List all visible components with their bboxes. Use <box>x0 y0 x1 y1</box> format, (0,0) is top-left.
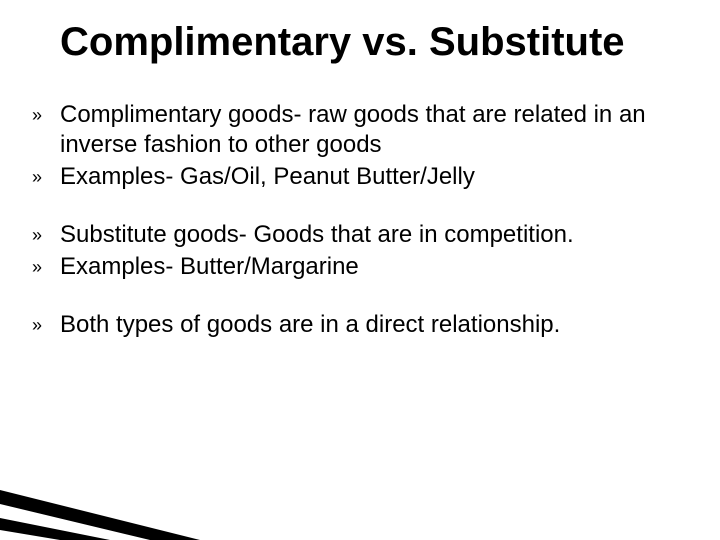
list-item: » Examples- Gas/Oil, Peanut Butter/Jelly <box>32 162 680 192</box>
list-item: » Substitute goods- Goods that are in co… <box>32 220 680 250</box>
bullet-group: » Substitute goods- Goods that are in co… <box>32 220 680 282</box>
corner-decoration <box>0 470 220 540</box>
list-item-text: Both types of goods are in a direct rela… <box>60 310 680 340</box>
slide: Complimentary vs. Substitute » Complimen… <box>0 0 720 540</box>
list-item: » Examples- Butter/Margarine <box>32 252 680 282</box>
bullet-icon: » <box>32 162 60 192</box>
list-item-text: Complimentary goods- raw goods that are … <box>60 100 680 160</box>
list-item-text: Examples- Gas/Oil, Peanut Butter/Jelly <box>60 162 680 192</box>
bullet-icon: » <box>32 220 60 250</box>
bullet-group: » Both types of goods are in a direct re… <box>32 310 680 340</box>
list-item: » Both types of goods are in a direct re… <box>32 310 680 340</box>
bullet-group: » Complimentary goods- raw goods that ar… <box>32 100 680 192</box>
list-item-text: Substitute goods- Goods that are in comp… <box>60 220 680 250</box>
bullet-icon: » <box>32 100 60 130</box>
bullet-icon: » <box>32 310 60 340</box>
slide-body: » Complimentary goods- raw goods that ar… <box>32 100 680 368</box>
list-item-text: Examples- Butter/Margarine <box>60 252 680 282</box>
bullet-icon: » <box>32 252 60 282</box>
slide-title: Complimentary vs. Substitute <box>60 20 680 64</box>
list-item: » Complimentary goods- raw goods that ar… <box>32 100 680 160</box>
